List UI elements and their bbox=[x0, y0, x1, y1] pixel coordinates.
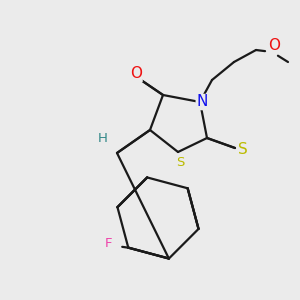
Text: O: O bbox=[130, 67, 142, 82]
Text: H: H bbox=[98, 131, 108, 145]
Text: O: O bbox=[268, 38, 280, 52]
Text: N: N bbox=[196, 94, 208, 110]
Text: S: S bbox=[238, 142, 248, 158]
Text: S: S bbox=[176, 155, 184, 169]
Text: F: F bbox=[105, 237, 112, 250]
